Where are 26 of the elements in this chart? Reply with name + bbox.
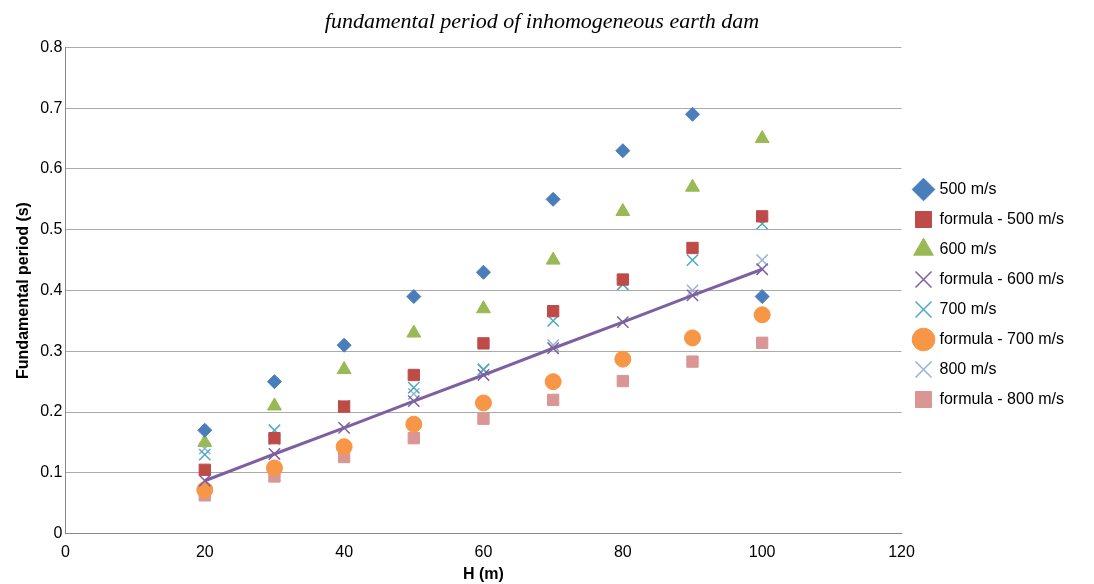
legend-label: 700 m/s — [939, 299, 997, 317]
y-tick-label: 0 — [53, 524, 63, 542]
y-tick-label: 0.7 — [40, 98, 63, 116]
legend-label: 800 m/s — [939, 359, 997, 377]
x-tick-label: 100 — [748, 542, 776, 560]
y-tick-label: 0.1 — [40, 463, 63, 481]
legend-label: 600 m/s — [939, 239, 997, 257]
chart-title: fundamental period of inhomogeneous earth dam — [324, 7, 760, 33]
legend-label: formula - 600 m/s — [939, 269, 1064, 287]
y-tick-label: 0.4 — [40, 280, 63, 298]
x-tick-label: 40 — [335, 542, 354, 560]
legend-label: formula - 500 m/s — [939, 209, 1064, 227]
x-tick-label: 80 — [613, 542, 632, 560]
y-tick-label: 0.6 — [40, 159, 63, 177]
y-tick-label: 0.2 — [40, 402, 63, 420]
x-tick-label: 20 — [195, 542, 214, 560]
x-tick-label: 60 — [474, 542, 493, 560]
y-tick-label: 0.8 — [40, 37, 63, 55]
y-tick-label: 0.5 — [40, 220, 63, 238]
legend-label: 500 m/s — [939, 179, 997, 197]
y-axis-title: Fundamental period (s) — [14, 202, 32, 379]
legend-label: formula - 800 m/s — [939, 389, 1064, 407]
x-axis-title: H (m) — [463, 564, 504, 582]
legend-label: formula - 700 m/s — [939, 329, 1064, 347]
y-tick-label: 0.3 — [40, 341, 63, 359]
x-tick-label: 120 — [888, 542, 915, 560]
